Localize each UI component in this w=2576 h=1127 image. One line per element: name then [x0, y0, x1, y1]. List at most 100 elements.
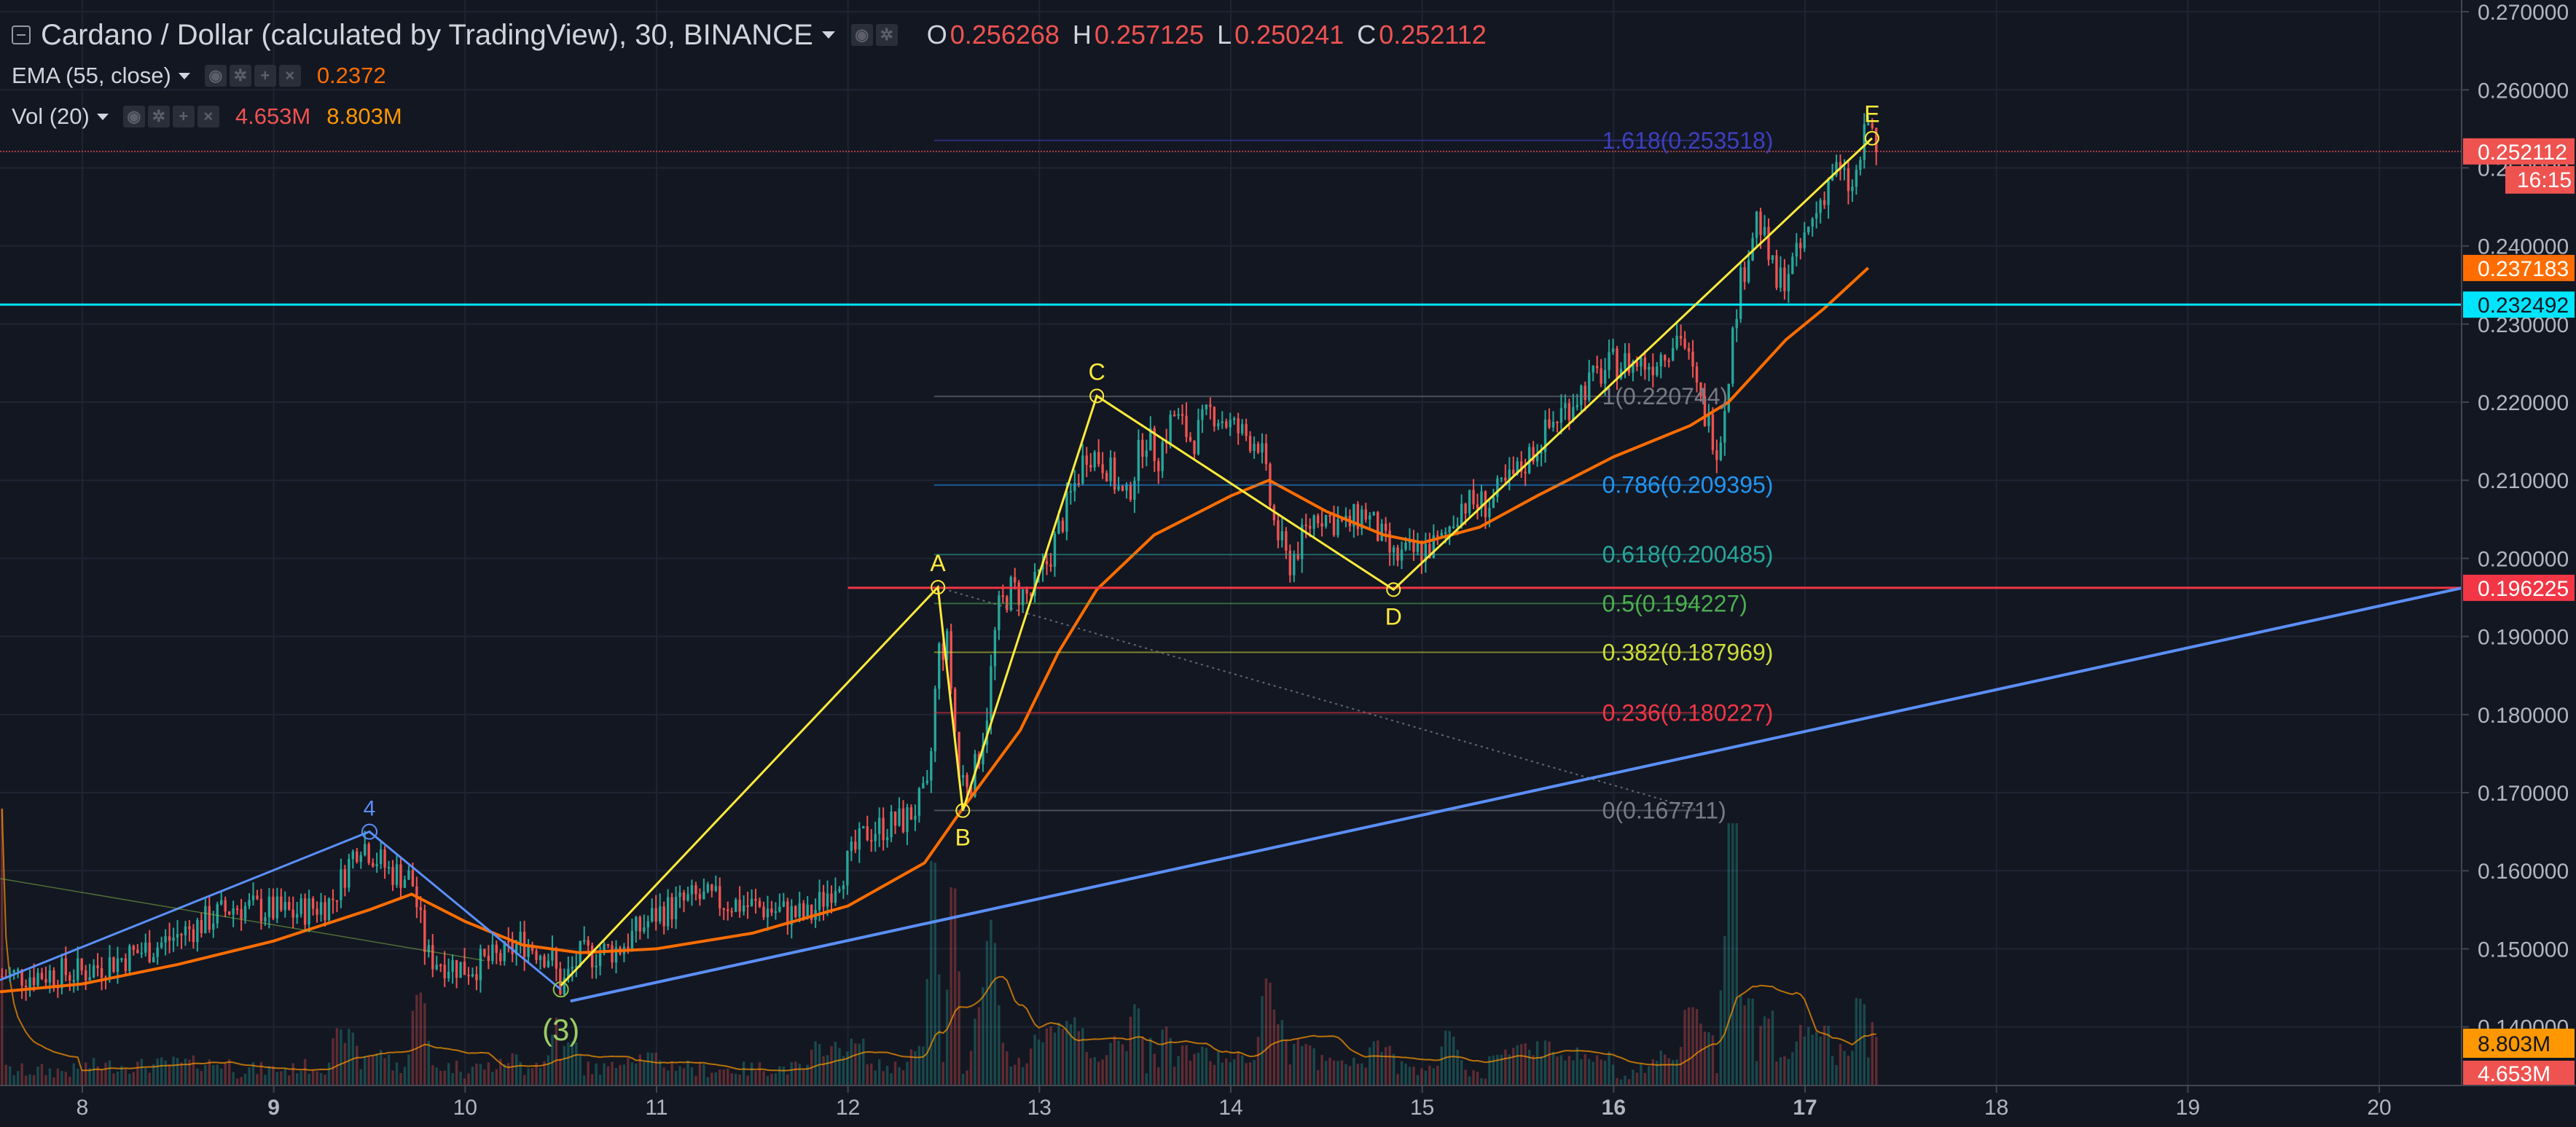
volume-title[interactable]: Vol (20) — [12, 103, 90, 129]
candlesticks — [1, 113, 1878, 1001]
candle-body — [1109, 458, 1112, 482]
candle-body — [590, 945, 594, 967]
volume-bar — [786, 1074, 789, 1085]
volume-bar — [248, 1067, 251, 1085]
candle-body — [1161, 441, 1164, 471]
candle-body — [535, 951, 538, 960]
candle-body — [822, 892, 825, 907]
candle-body — [1193, 440, 1196, 455]
volume-bar — [259, 1061, 263, 1085]
candle-body — [172, 937, 175, 941]
symbol-title[interactable]: Cardano / Dollar (calculated by TradingV… — [41, 18, 813, 51]
eye-icon[interactable]: ◉ — [122, 106, 145, 127]
candle-body — [1361, 509, 1363, 529]
candle-body — [24, 986, 28, 988]
volume-bar — [1472, 1069, 1475, 1085]
candle-body — [651, 908, 654, 922]
volume-bar — [1735, 823, 1738, 1085]
volume-bar — [1213, 1064, 1216, 1085]
volume-bar — [587, 1061, 590, 1085]
settings-gear-icon[interactable]: ✲ — [875, 24, 898, 46]
symbol-menu-chevron-icon[interactable] — [821, 31, 835, 39]
candle-body — [1272, 506, 1276, 521]
volume-bar — [1535, 1041, 1539, 1085]
close-icon[interactable]: × — [278, 65, 301, 87]
volume-bar — [1428, 1065, 1431, 1085]
candle-body — [1520, 461, 1523, 472]
volume-bar — [1001, 1042, 1005, 1085]
collapse-legend-icon[interactable] — [12, 25, 31, 44]
volume-bar — [340, 1029, 342, 1085]
candle-body — [1767, 227, 1770, 260]
candle-body — [100, 967, 103, 978]
candle-body — [1699, 382, 1702, 396]
volume-bar — [1384, 1047, 1387, 1085]
volume-bar — [1627, 1079, 1631, 1085]
candle-body — [1723, 411, 1726, 443]
candle-body — [40, 973, 44, 979]
candle-body — [407, 870, 410, 880]
candle-body — [758, 900, 762, 907]
settings-gear-icon[interactable]: ✲ — [147, 106, 170, 127]
candle-body — [84, 970, 87, 981]
volume-bar — [60, 1071, 63, 1085]
ema-menu-chevron-icon[interactable] — [178, 72, 190, 79]
volume-bar — [235, 1078, 239, 1085]
volume-bar — [862, 1038, 865, 1085]
volume-bar — [1181, 1045, 1184, 1085]
settings-gear-icon[interactable]: ✲ — [229, 65, 251, 87]
volume-bar — [774, 1073, 778, 1085]
volume-bar — [232, 1072, 235, 1085]
close-icon[interactable]: × — [197, 106, 219, 127]
plus-icon[interactable]: + — [172, 106, 195, 127]
candle-body — [1703, 396, 1707, 426]
volume-bar — [1217, 1051, 1220, 1085]
candle-body — [487, 955, 490, 962]
volume-bar — [1679, 1047, 1683, 1085]
candle-body — [722, 908, 725, 910]
candle-body — [471, 974, 474, 977]
volume-bar — [1524, 1043, 1527, 1085]
candle-body — [826, 893, 829, 907]
volume-bar — [188, 1059, 191, 1085]
candle-body — [1743, 267, 1746, 283]
volume-bar — [842, 1056, 845, 1085]
volume-bar — [40, 1064, 44, 1085]
candle-body — [88, 977, 91, 981]
volume-bar — [1803, 1036, 1806, 1085]
candle-body — [180, 934, 183, 936]
candle-body — [227, 911, 231, 915]
volume-bar — [176, 1058, 179, 1085]
candle-body — [1492, 496, 1495, 508]
volume-bar — [638, 1054, 642, 1085]
volume-menu-chevron-icon[interactable] — [96, 113, 109, 120]
volume-bar — [1129, 1016, 1132, 1085]
candle-body — [1759, 211, 1762, 235]
candle-body — [790, 906, 793, 925]
candle-body — [340, 869, 342, 900]
candle-body — [950, 631, 952, 689]
volume-bar — [172, 1056, 175, 1085]
candle-body — [543, 956, 546, 967]
volume-bar — [1512, 1048, 1515, 1085]
volume-bar — [343, 1042, 347, 1085]
candle-body — [108, 957, 111, 980]
candle-body — [1747, 260, 1750, 283]
candle-body — [1679, 336, 1683, 339]
candle-body — [72, 980, 75, 982]
candle-body — [682, 892, 686, 900]
candle-body — [1839, 162, 1842, 170]
eye-icon[interactable]: ◉ — [204, 65, 227, 87]
candle-body — [92, 965, 95, 978]
price-label-box — [2463, 574, 2575, 601]
eye-icon[interactable]: ◉ — [850, 24, 873, 46]
volume-bar — [1504, 1049, 1507, 1085]
candle-body — [1328, 514, 1331, 517]
plus-icon[interactable]: + — [254, 65, 276, 87]
candle-body — [806, 904, 809, 918]
volume-bar — [1293, 1043, 1296, 1085]
ema-title[interactable]: EMA (55, close) — [12, 63, 171, 88]
